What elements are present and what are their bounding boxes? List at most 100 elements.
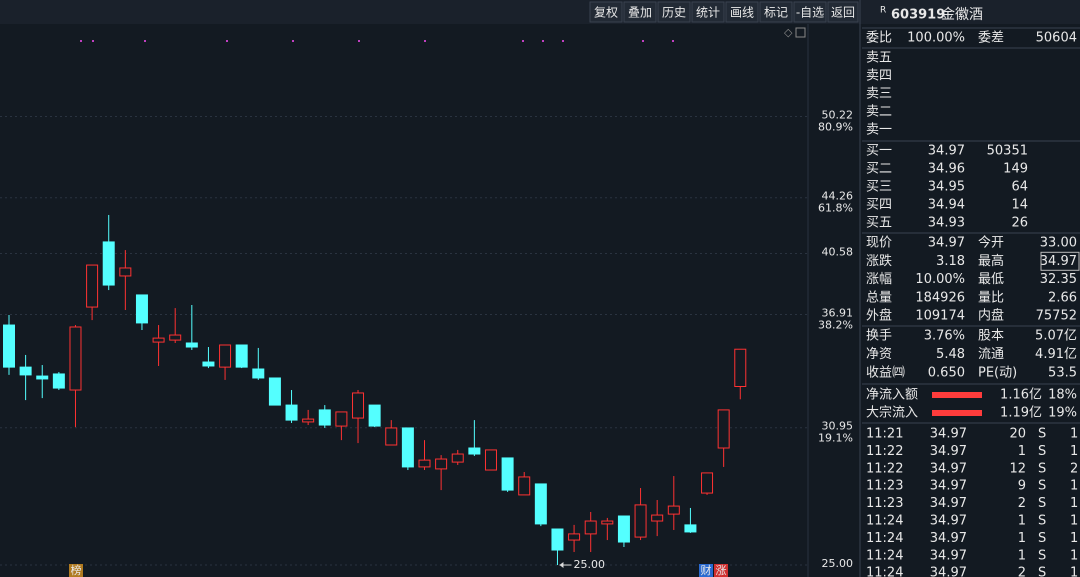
y-tick-pct: 38.2% [818, 319, 853, 332]
quote-value: 32.35 [1040, 272, 1077, 287]
candle-body [352, 392, 365, 419]
trade-side: S [1038, 496, 1046, 511]
quote-value: 109174 [915, 309, 965, 324]
buy-label: 买五 [866, 216, 892, 231]
flow-label: 大宗流入 [866, 405, 918, 421]
trade-time: 11:24 [866, 566, 903, 577]
toolbar-button[interactable] [623, 1, 657, 23]
flow-pct: 18% [1048, 388, 1077, 403]
stat-label: 流通 [978, 347, 1004, 362]
toolbar-button[interactable] [827, 1, 859, 23]
candle-body [202, 361, 215, 367]
candle-body [102, 241, 115, 286]
trade-price: 34.97 [930, 427, 967, 442]
trade-volume: 1 [1018, 548, 1026, 563]
quote-label: 外盘 [866, 308, 892, 324]
candle-body [135, 294, 148, 324]
sell-label: 卖五 [866, 51, 892, 66]
toolbar-button[interactable] [657, 1, 691, 23]
candle-body [69, 326, 82, 391]
candle-body [335, 411, 348, 427]
candle-body [568, 533, 581, 541]
flow-bar [932, 410, 982, 416]
stat-label: 净资 [866, 347, 892, 362]
icon[interactable]: ◇ [784, 26, 793, 39]
candle-body [368, 404, 381, 427]
marker-dot [424, 40, 426, 42]
quote-label: 内盘 [978, 308, 1004, 324]
candle-body [534, 483, 547, 525]
candle-body [19, 366, 32, 376]
trade-time: 11:24 [866, 548, 903, 563]
candle-body [468, 447, 481, 455]
low-label: 25.00 [573, 558, 605, 571]
y-tick-pct: 61.8% [818, 202, 853, 215]
marker-dot [522, 40, 524, 42]
buy-label: 买一 [866, 144, 892, 159]
toolbar-button[interactable] [793, 1, 827, 23]
buy-volume: 50351 [987, 144, 1028, 159]
candle-body [385, 427, 398, 446]
candle-body [119, 267, 132, 277]
quote-label: 涨跌 [866, 253, 892, 269]
trade-count: 1 [1070, 479, 1078, 494]
quote-label: 涨幅 [866, 272, 892, 287]
marker-dot [642, 40, 644, 42]
toolbar-button[interactable] [691, 1, 725, 23]
trade-volume: 1 [1018, 444, 1026, 459]
toolbar-label: 画线 [730, 6, 754, 20]
stat-value: 5.48 [936, 347, 965, 362]
buy-price: 34.93 [928, 216, 965, 231]
marker-dot [358, 40, 360, 42]
toolbar-label: 返回 [831, 6, 855, 20]
trade-side: S [1038, 531, 1046, 546]
chart-flag-bg [699, 564, 713, 577]
trade-side: S [1038, 514, 1046, 529]
toolbar-button[interactable] [759, 1, 793, 23]
candle-body [734, 348, 747, 388]
trade-time: 11:24 [866, 531, 903, 546]
trade-volume: 1 [1018, 514, 1026, 529]
label: 委比 [866, 31, 892, 46]
trade-price: 34.97 [930, 479, 967, 494]
quote-label: 总量 [866, 290, 892, 305]
quote-value: 2.66 [1048, 290, 1077, 305]
y-tick-label: 30.95 [822, 420, 854, 433]
candle-body [717, 409, 730, 449]
quote-label: 最高 [978, 253, 1004, 269]
y-tick-pct: 19.1% [818, 432, 853, 445]
value: 100.00% [907, 31, 965, 46]
toolbar-label: 复权 [594, 6, 618, 20]
toolbar-button[interactable] [589, 1, 623, 23]
trade-count: 1 [1070, 566, 1078, 577]
candle-body [634, 504, 647, 538]
candle-body [185, 342, 198, 348]
toolbar-bg [0, 0, 1080, 24]
stock-name: 金徽酒 [941, 7, 983, 23]
candle-body [418, 459, 431, 468]
trade-count: 1 [1070, 444, 1078, 459]
candle-body [551, 528, 564, 551]
toolbar-button[interactable] [725, 1, 759, 23]
trade-side: S [1038, 479, 1046, 494]
icon[interactable] [795, 27, 806, 38]
sell-label: 卖三 [866, 87, 892, 102]
y-tick-pct: 80.9% [818, 121, 853, 134]
sell-label: 卖一 [866, 123, 892, 138]
trade-volume: 2 [1018, 496, 1026, 511]
quote-value: 33.00 [1040, 236, 1077, 251]
label: 委差 [978, 31, 1004, 46]
candle-body [617, 515, 630, 543]
quote-value: 34.97 [928, 236, 965, 251]
candle-body [219, 344, 232, 368]
buy-label: 买二 [866, 162, 892, 177]
highlight-box [1040, 251, 1080, 271]
chart-flag-bg [69, 564, 83, 577]
stat-label: 换手 [866, 329, 892, 344]
trade-price: 34.97 [930, 548, 967, 563]
quote-value: 10.00% [915, 272, 965, 287]
marker-dot [92, 40, 94, 42]
trade-time: 11:22 [866, 444, 903, 459]
